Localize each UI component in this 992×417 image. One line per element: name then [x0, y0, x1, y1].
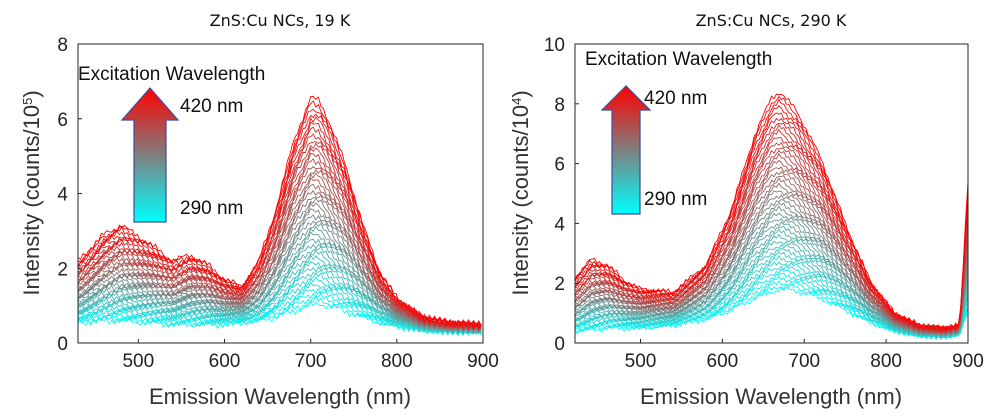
x-tick-label: 700 — [788, 351, 820, 372]
y-tick-label: 0 — [554, 334, 565, 355]
annotation-title: Excitation Wavelength — [585, 49, 772, 70]
x-tick-label: 500 — [625, 351, 657, 372]
x-tick-label: 600 — [209, 351, 241, 372]
y-tick-label: 8 — [554, 95, 565, 116]
x-tick-label: 700 — [295, 351, 327, 372]
annotation-bottom-label: 290 nm — [180, 198, 243, 219]
y-axis-label: Intensity (counts/104) — [508, 90, 533, 295]
spectrum-line — [78, 292, 482, 336]
y-tick-label: 8 — [57, 35, 68, 56]
annotation-title: Excitation Wavelength — [78, 64, 265, 85]
chart-title: ZnS:Cu NCs, 19 K — [210, 11, 351, 30]
spectrum-line — [575, 194, 968, 335]
spectrum-line — [78, 194, 482, 333]
gradient-arrow-icon — [600, 85, 652, 215]
x-tick-label: 600 — [707, 351, 739, 372]
y-tick-label: 6 — [57, 110, 68, 131]
x-axis-label: Emission Wavelength (nm) — [640, 384, 902, 409]
chart-panel-left: ZnS:Cu NCs, 19 K 500 600 700 800 900 0 2 4 6 8 Em… — [19, 11, 499, 409]
gradient-arrow-icon — [120, 87, 180, 223]
spectrum-line — [78, 222, 482, 334]
x-tick-label: 500 — [122, 351, 154, 372]
spectrum-line — [575, 93, 968, 331]
annotation-top-label: 420 nm — [644, 88, 707, 109]
spectrum-line — [78, 116, 482, 329]
y-tick-label: 4 — [554, 214, 565, 235]
y-tick-label: 2 — [57, 259, 68, 280]
spectrum-line — [78, 113, 482, 329]
plot-frame — [574, 43, 969, 344]
x-tick-label: 800 — [381, 351, 413, 372]
y-axis-label: Intensity (counts/105) — [19, 90, 44, 295]
spectra-lines — [78, 95, 482, 337]
y-tick-label: 10 — [544, 35, 565, 56]
x-axis-label: Emission Wavelength (nm) — [149, 384, 411, 409]
annotation-top-label: 420 nm — [180, 96, 243, 117]
spectra-lines — [575, 93, 968, 341]
spectrum-line — [78, 272, 482, 335]
x-tick-label: 800 — [870, 351, 902, 372]
spectrum-line — [78, 245, 482, 335]
y-tick-label: 0 — [57, 334, 68, 355]
excitation-annotation: Excitation Wavelength 420 nm 290 nm — [78, 64, 265, 223]
spectrum-line — [78, 165, 482, 332]
chart-title: ZnS:Cu NCs, 290 K — [696, 11, 847, 30]
x-tick-label: 900 — [952, 351, 984, 372]
spectrum-line — [78, 249, 482, 335]
x-tick-label: 900 — [467, 351, 499, 372]
excitation-annotation: Excitation Wavelength 420 nm 290 nm — [585, 49, 772, 215]
y-tick-label: 6 — [554, 155, 565, 176]
chart-panel-right: ZnS:Cu NCs, 290 K 500 600 700 800 900 0 2 4 6 8 10… — [508, 11, 984, 409]
y-tick-label: 2 — [554, 274, 565, 295]
spectrum-line — [78, 169, 482, 332]
y-tick-label: 4 — [57, 185, 68, 206]
spectrum-line — [78, 95, 482, 326]
annotation-bottom-label: 290 nm — [644, 189, 707, 210]
spectrum-line — [575, 251, 968, 339]
spectrum-line — [78, 121, 482, 328]
